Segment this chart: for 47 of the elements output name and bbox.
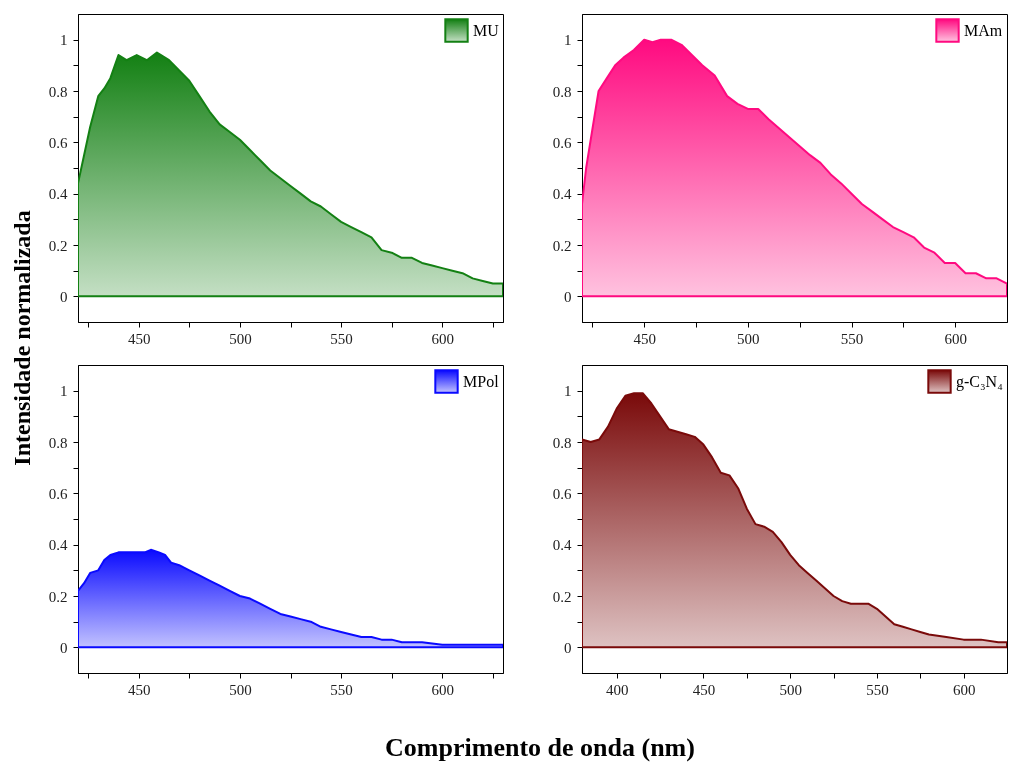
y-axis-title: Intensidade normalizada bbox=[8, 210, 36, 466]
y-tick-label: 0.6 bbox=[48, 485, 68, 502]
x-tick-label: 550 bbox=[866, 681, 889, 698]
x-tick-label: 600 bbox=[431, 330, 455, 347]
x-tick-label: 450 bbox=[127, 330, 151, 347]
y-tick-label: 0.4 bbox=[48, 186, 68, 203]
y-tick-label: 0.6 bbox=[552, 485, 572, 502]
y-tick-label: 1 bbox=[60, 32, 68, 49]
x-axis-title: Comprimento de onda (nm) bbox=[385, 733, 695, 763]
y-tick-label: 0.4 bbox=[552, 537, 572, 554]
x-tick-label: 550 bbox=[840, 330, 864, 347]
y-tick-label: 1 bbox=[60, 383, 68, 400]
y-tick-label: 0.8 bbox=[552, 434, 572, 451]
x-tick-label: 400 bbox=[605, 681, 629, 698]
y-tick-label: 0 bbox=[60, 288, 68, 305]
x-tick-label: 600 bbox=[431, 681, 455, 698]
legend-label: MAm bbox=[964, 21, 1003, 39]
x-tick-label: 500 bbox=[229, 330, 252, 347]
x-tick-label: 600 bbox=[944, 330, 967, 347]
y-tick-label: 0.8 bbox=[48, 83, 68, 100]
x-tick-label: 450 bbox=[633, 330, 656, 347]
y-tick-label: 0.6 bbox=[48, 134, 68, 151]
y-tick-label: 0.4 bbox=[48, 537, 68, 554]
legend-label: MPol bbox=[463, 372, 500, 390]
x-tick-label: 550 bbox=[330, 330, 353, 347]
y-tick-label: 0 bbox=[564, 288, 572, 305]
legend-label: MU bbox=[473, 21, 500, 39]
y-tick-label: 0.2 bbox=[552, 237, 572, 254]
y-tick-label: 0.2 bbox=[552, 588, 572, 605]
x-tick-label: 600 bbox=[952, 681, 976, 698]
x-tick-label: 550 bbox=[330, 681, 353, 698]
y-tick-label: 0.2 bbox=[48, 237, 68, 254]
y-tick-label: 0.4 bbox=[552, 186, 572, 203]
x-tick-label: 450 bbox=[127, 681, 151, 698]
y-tick-label: 1 bbox=[564, 383, 572, 400]
y-tick-label: 0.8 bbox=[48, 434, 68, 451]
x-tick-label: 450 bbox=[692, 681, 716, 698]
y-tick-label: 0.8 bbox=[552, 83, 572, 100]
x-tick-label: 500 bbox=[229, 681, 252, 698]
x-tick-label: 500 bbox=[779, 681, 802, 698]
x-tick-label: 500 bbox=[737, 330, 760, 347]
y-tick-label: 0 bbox=[60, 639, 68, 656]
y-tick-label: 0.6 bbox=[552, 134, 572, 151]
y-tick-label: 1 bbox=[564, 32, 572, 49]
y-tick-label: 0.2 bbox=[48, 588, 68, 605]
y-tick-label: 0 bbox=[564, 639, 572, 656]
legend-label: g-C₃N₄ bbox=[956, 372, 1004, 391]
